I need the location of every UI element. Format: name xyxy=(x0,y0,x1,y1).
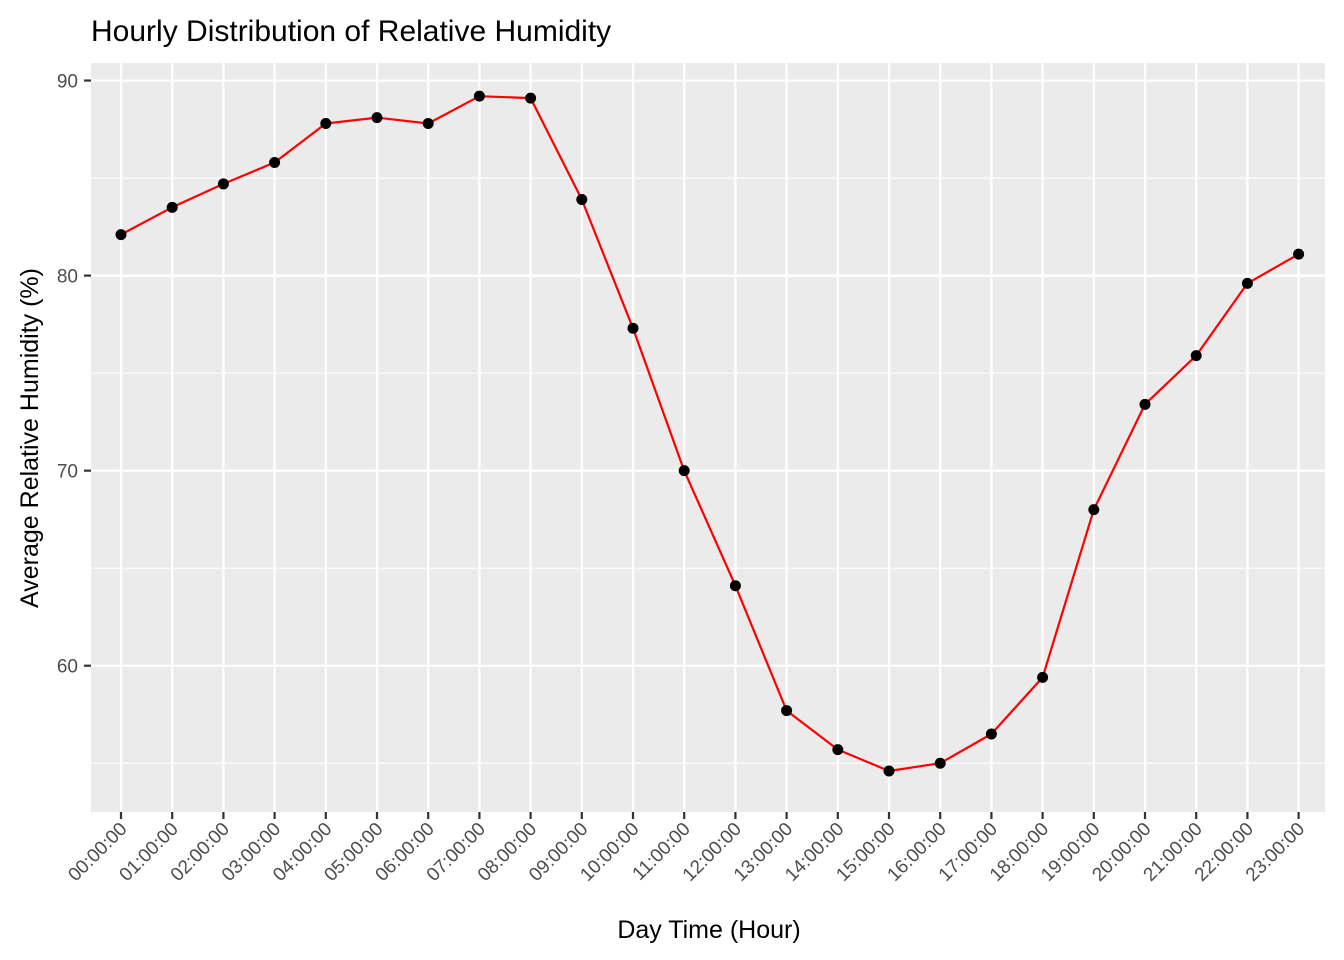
data-point xyxy=(1293,248,1305,260)
data-point xyxy=(1088,504,1100,516)
data-point xyxy=(217,178,229,190)
y-tick-label: 70 xyxy=(57,462,78,483)
data-point xyxy=(934,757,946,769)
data-point xyxy=(371,112,383,124)
y-tick-label: 60 xyxy=(57,657,78,678)
x-axis-title: Day Time (Hour) xyxy=(617,916,800,944)
data-point xyxy=(1139,398,1151,410)
minor-gridlines xyxy=(91,177,1325,764)
data-point xyxy=(1190,350,1202,362)
series-line-path xyxy=(120,95,1300,773)
humidity-series-line xyxy=(120,95,1300,773)
data-point xyxy=(781,705,793,717)
data-point xyxy=(269,156,281,168)
data-point xyxy=(525,92,537,104)
data-point xyxy=(166,201,178,213)
data-point xyxy=(678,465,690,477)
data-point xyxy=(320,117,332,129)
data-point xyxy=(883,765,895,777)
y-tick-label: 80 xyxy=(57,267,78,288)
data-point xyxy=(422,117,434,129)
data-point xyxy=(832,744,844,756)
data-point xyxy=(1241,277,1253,289)
plot-panel xyxy=(91,63,1325,812)
y-axis-title: Average Relative Humidity (%) xyxy=(16,268,44,608)
data-point xyxy=(985,728,997,740)
major-gridlines xyxy=(91,63,1325,812)
data-point xyxy=(627,322,639,334)
data-point xyxy=(729,580,741,592)
data-point xyxy=(473,90,485,102)
humidity-series-points xyxy=(115,90,1305,777)
data-point xyxy=(576,194,588,206)
x-axis: 00:00:0001:00:0002:00:0003:00:0004:00:00… xyxy=(64,812,1309,886)
data-point xyxy=(115,229,127,241)
chart-title: Hourly Distribution of Relative Humidity xyxy=(91,15,611,48)
y-tick-label: 90 xyxy=(57,72,78,93)
y-axis: 60 70 80 90 xyxy=(57,72,91,678)
data-point xyxy=(1037,671,1049,683)
